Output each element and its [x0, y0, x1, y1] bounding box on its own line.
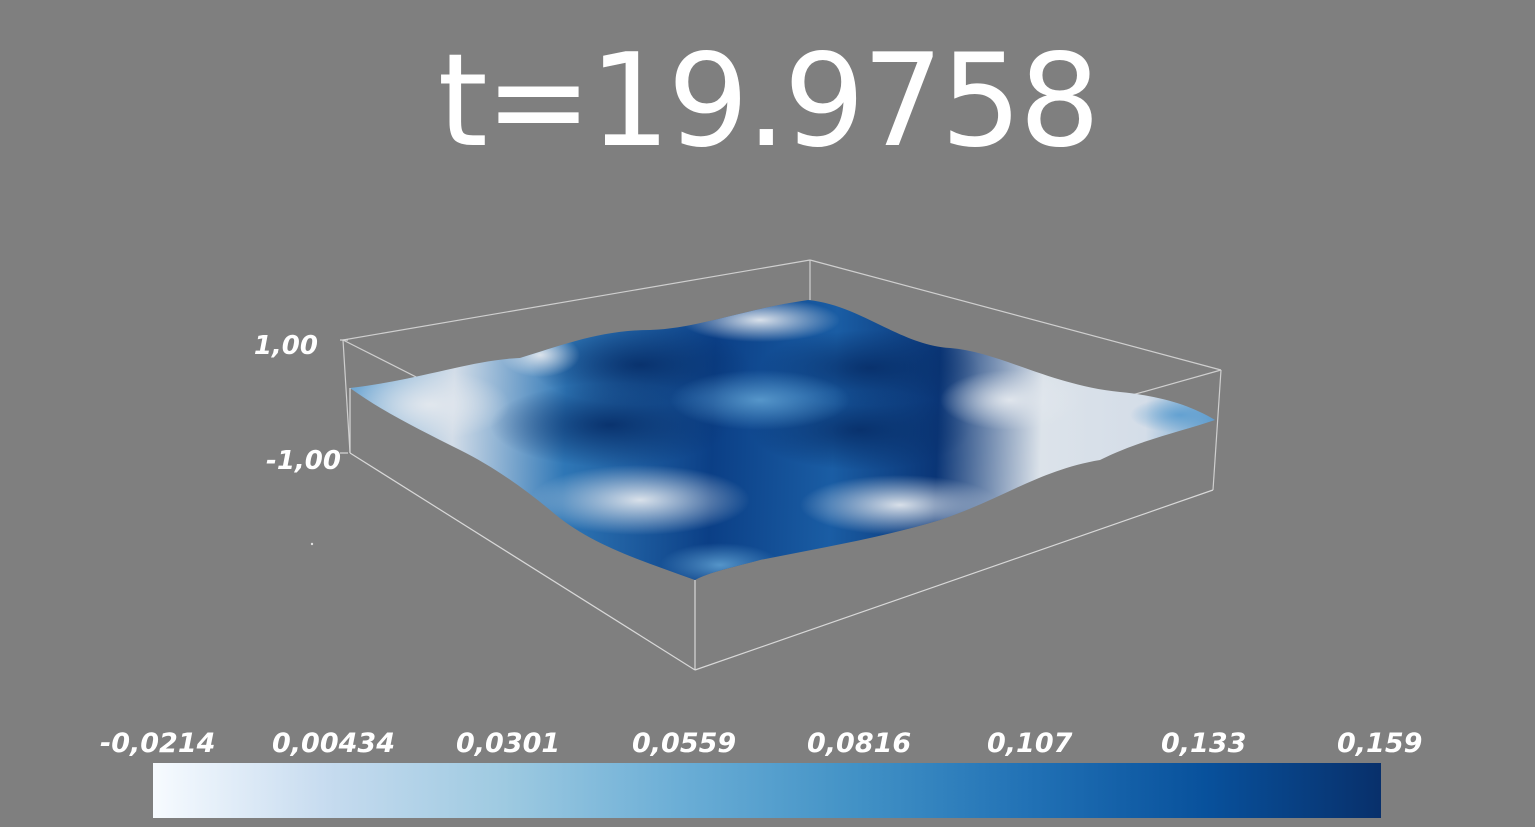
legend-tick: 0,0816: [807, 728, 912, 759]
z-axis-min-label: -1,00: [266, 446, 341, 476]
orientation-dot: [310, 542, 314, 546]
legend-tick: 0,0301: [456, 728, 561, 759]
legend-tick: 0,00434: [272, 728, 395, 759]
bounding-box-front: [349, 388, 1214, 671]
legend-tick: -0,0214: [100, 728, 216, 759]
colorbar-gradient: [153, 763, 1381, 818]
z-axis-max-label: 1,00: [253, 331, 318, 361]
legend-tick: 0,159: [1337, 728, 1423, 759]
legend-tick: 0,107: [987, 728, 1073, 759]
z-axis-ticks: [340, 339, 348, 454]
legend-tick: 0,0559: [632, 728, 737, 759]
wave-surface[interactable]: [350, 298, 1230, 587]
legend-tick: 0,133: [1161, 728, 1247, 759]
time-annotation: t=19.9758: [437, 27, 1101, 176]
